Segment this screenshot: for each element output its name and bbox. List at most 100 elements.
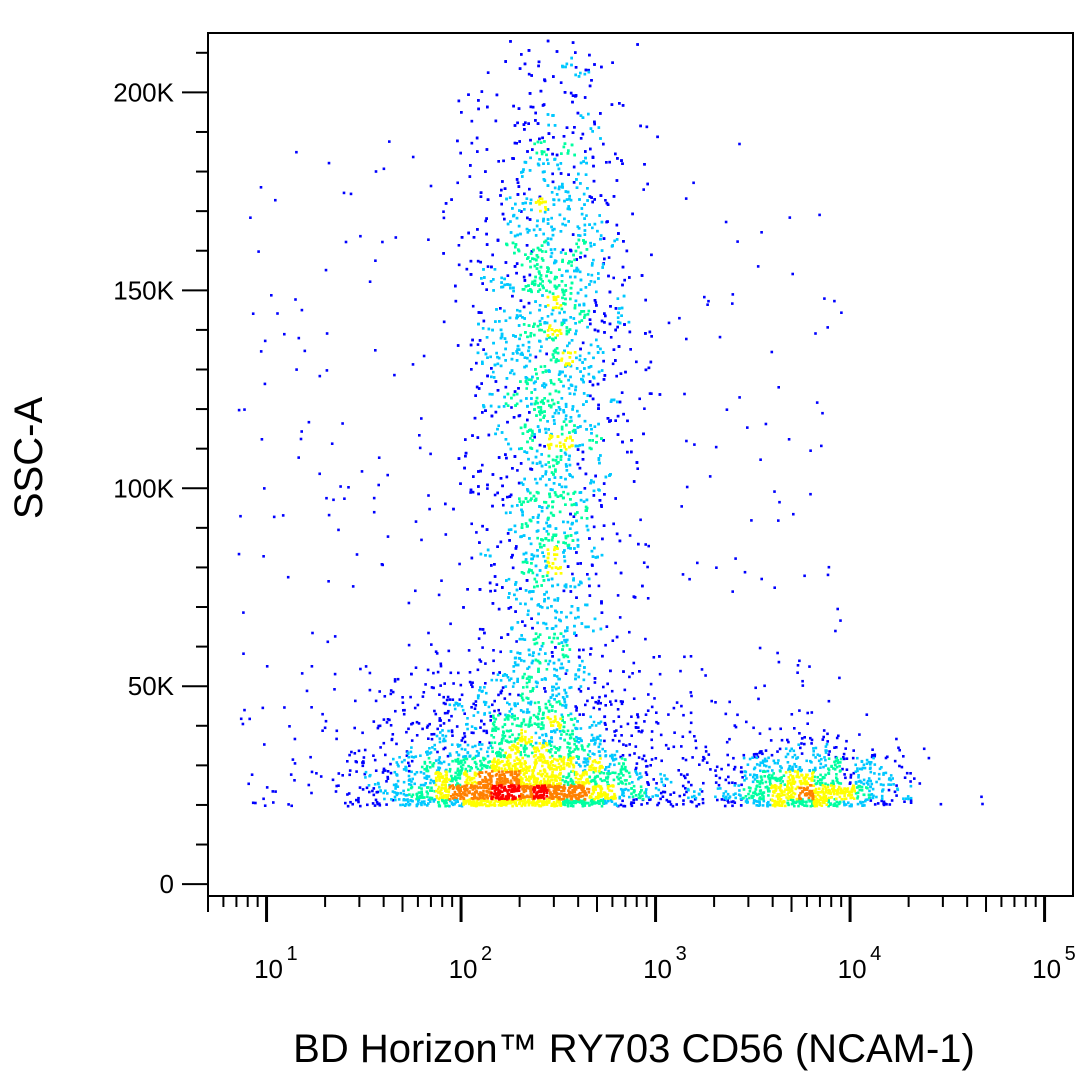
event-dot — [239, 717, 243, 721]
event-dot — [473, 707, 477, 710]
event-dot — [295, 150, 298, 154]
event-dot — [652, 778, 655, 781]
event-dot — [450, 729, 454, 732]
event-dot — [609, 799, 613, 802]
event-dot — [433, 709, 436, 713]
event-dot — [451, 698, 455, 701]
event-dot — [512, 286, 515, 290]
event-dot — [778, 747, 782, 751]
event-dot — [575, 178, 578, 181]
event-dot — [588, 537, 591, 540]
event-dot — [382, 769, 386, 772]
event-dot — [599, 112, 602, 115]
event-dot — [449, 754, 452, 757]
event-dot — [475, 750, 479, 753]
event-dot — [432, 671, 435, 675]
event-dot — [630, 715, 633, 718]
event-dot — [610, 756, 614, 760]
event-dot — [567, 173, 570, 176]
event-dot — [323, 726, 327, 730]
event-dot — [644, 368, 648, 372]
event-dot — [546, 222, 550, 225]
event-dot — [438, 804, 442, 808]
event-dot — [707, 299, 710, 303]
event-dot — [587, 70, 591, 74]
event-dot — [551, 689, 554, 692]
event-dot — [520, 351, 524, 355]
event-dot — [516, 308, 519, 312]
event-dot — [582, 160, 585, 163]
event-dot — [769, 739, 773, 742]
event-dot — [262, 555, 265, 558]
event-dot — [616, 325, 619, 329]
event-dot — [614, 359, 617, 362]
event-dot — [551, 172, 554, 176]
event-dot — [826, 326, 829, 329]
event-dot — [573, 269, 576, 273]
event-dot — [541, 371, 545, 374]
event-dot — [563, 584, 567, 588]
event-dot — [512, 334, 515, 337]
event-dot — [508, 703, 511, 706]
event-dot — [496, 362, 500, 366]
event-dot — [517, 324, 521, 327]
event-dot — [550, 651, 554, 654]
event-dot — [403, 758, 406, 762]
event-dot — [407, 769, 411, 773]
event-dot — [637, 726, 640, 729]
event-dot — [359, 667, 362, 671]
event-dot — [577, 234, 580, 237]
event-dot — [570, 605, 574, 608]
event-dot — [392, 757, 395, 761]
event-dot — [601, 266, 604, 269]
event-dot — [489, 404, 493, 408]
event-dot — [650, 738, 653, 742]
event-dot — [587, 112, 590, 116]
event-dot — [493, 493, 497, 497]
event-dot — [494, 432, 497, 436]
event-dot — [494, 380, 498, 383]
event-dot — [897, 746, 900, 750]
event-dot — [520, 634, 523, 637]
event-dot — [337, 772, 341, 775]
event-dot — [571, 94, 575, 97]
event-dot — [745, 720, 748, 724]
event-dot — [622, 670, 625, 673]
event-dot — [536, 377, 539, 380]
event-dot — [438, 693, 441, 696]
event-dot — [407, 755, 410, 759]
event-dot — [645, 773, 649, 776]
event-dot — [606, 780, 609, 784]
event-dot — [391, 790, 395, 793]
event-dot — [508, 196, 512, 199]
event-dot — [488, 741, 491, 745]
event-dot — [725, 797, 728, 801]
event-dot — [586, 394, 590, 397]
event-dot — [798, 659, 801, 663]
event-dot — [575, 551, 578, 554]
event-dot — [396, 779, 400, 783]
event-dot — [889, 778, 893, 782]
event-dot — [485, 288, 488, 291]
event-dot — [395, 783, 398, 786]
event-dot — [406, 798, 409, 801]
event-dot — [509, 511, 512, 514]
event-dot — [545, 734, 548, 738]
event-dot — [326, 640, 330, 644]
event-dot — [526, 216, 529, 220]
event-dot — [515, 178, 519, 181]
event-dot — [572, 317, 576, 320]
event-dot — [315, 772, 318, 775]
event-dot — [342, 191, 346, 195]
event-dot — [575, 735, 578, 739]
event-dot — [500, 689, 504, 692]
event-dot — [650, 335, 653, 338]
event-dot — [584, 758, 588, 761]
event-dot — [505, 579, 508, 582]
event-dot — [682, 713, 685, 717]
event-dot — [555, 668, 558, 672]
event-dot — [812, 747, 815, 750]
event-dot — [537, 667, 540, 671]
event-dot — [528, 359, 532, 363]
event-dot — [327, 513, 331, 517]
